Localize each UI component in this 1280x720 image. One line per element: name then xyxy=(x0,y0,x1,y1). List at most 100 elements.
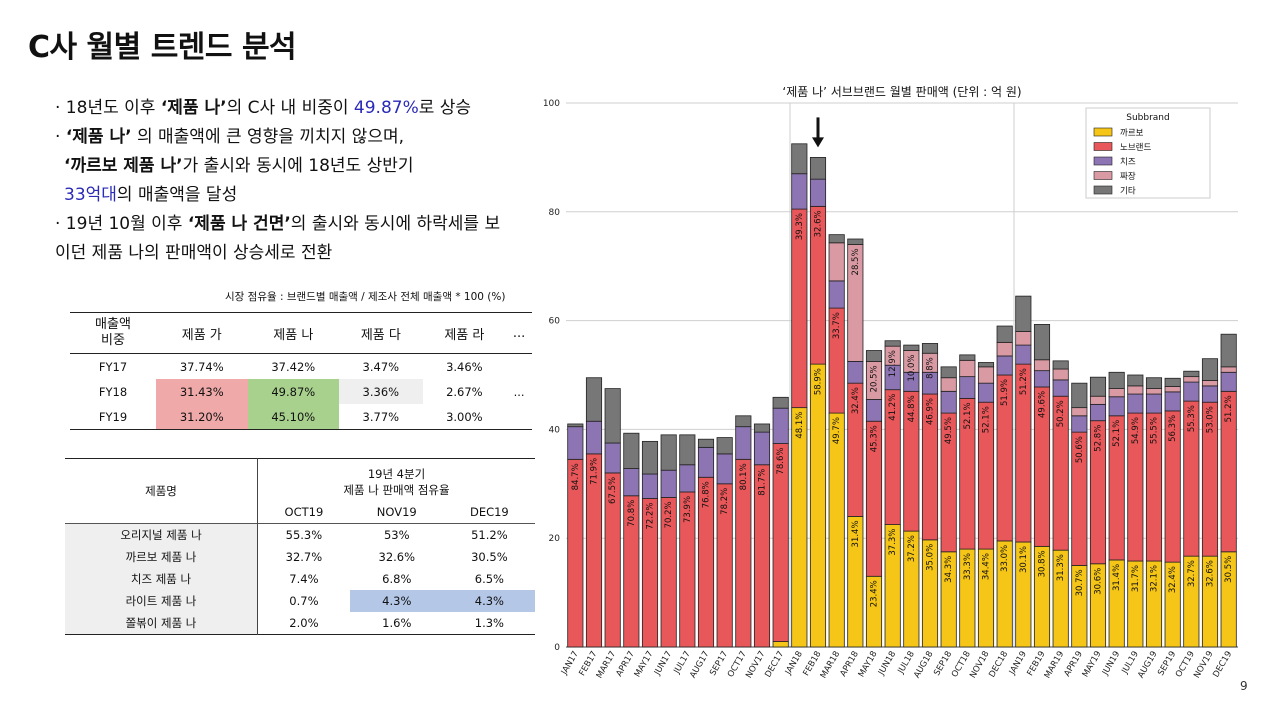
table-cell: 3.77% xyxy=(339,404,423,430)
group-subtitle: 제품 나 판매액 점유율 xyxy=(258,482,535,498)
bar-segment xyxy=(1016,296,1031,331)
bar-data-label: 52.1% xyxy=(982,406,992,433)
bar-segment xyxy=(1109,372,1124,388)
bar-data-label: 20.5% xyxy=(870,365,880,392)
legend-label: 기타 xyxy=(1120,187,1136,197)
y-tick-label: 0 xyxy=(554,643,560,653)
bar-segment xyxy=(1109,389,1124,397)
bar-segment xyxy=(829,243,844,281)
bar-segment xyxy=(941,367,956,378)
row-label: FY18 xyxy=(70,379,156,404)
bar-segment xyxy=(773,408,788,443)
corner-line: 매출액 xyxy=(70,317,156,333)
group-title: 19년 4분기 xyxy=(258,466,535,482)
bullet-3-cont: 이던 제품 나의 판매액이 상승세로 전환 xyxy=(55,239,500,268)
page-number: 9 xyxy=(1240,679,1248,693)
bar-segment xyxy=(1221,334,1236,367)
legend-title: Subbrand xyxy=(1126,113,1169,123)
bar-data-label: 34.4% xyxy=(982,553,992,580)
bar-data-label: 37.2% xyxy=(907,535,917,562)
bar-data-label: 31.7% xyxy=(1131,565,1141,592)
bar-segment xyxy=(978,362,993,366)
bar-segment xyxy=(810,179,825,206)
y-tick-label: 40 xyxy=(549,425,561,435)
table-cell: 55.3% xyxy=(258,524,350,547)
bar-segment xyxy=(1072,416,1087,432)
table-header-row: 제품명 19년 4분기 제품 나 판매액 점유율 xyxy=(65,459,535,502)
table-cell xyxy=(506,354,532,380)
table-cell: 4.3% xyxy=(444,590,535,612)
bar-segment xyxy=(698,447,713,477)
bar-data-label: 35.0% xyxy=(926,544,936,571)
bar-segment xyxy=(736,427,751,460)
bullet-1: · 18년도 이후 ‘제품 나’의 C사 내 비중이 49.87%로 상승 xyxy=(55,94,500,123)
bar-segment xyxy=(1072,408,1087,416)
bar-segment xyxy=(1184,382,1199,401)
bar-segment xyxy=(1128,375,1143,386)
bar-segment xyxy=(792,408,807,647)
row-label: 치즈 제품 나 xyxy=(65,568,258,590)
bar-data-label: 78.2% xyxy=(720,488,730,515)
bullet-bold: ‘제품 나’ xyxy=(161,98,227,118)
bar-segment xyxy=(1034,371,1049,387)
bar-segment xyxy=(642,474,657,498)
bullet-2-cont2: 33억대의 매출액을 달성 xyxy=(55,181,500,210)
table-cell: 31.20% xyxy=(156,404,248,430)
x-tick-label: JUN18 xyxy=(876,650,898,678)
bar-data-label: 50.6% xyxy=(1075,436,1085,463)
bullet-text: · 19년 10월 이후 xyxy=(55,214,188,234)
bar-segment xyxy=(866,399,881,421)
bar-segment xyxy=(1146,378,1161,389)
bar-data-label: 44.8% xyxy=(907,395,917,422)
y-tick-label: 100 xyxy=(543,99,560,109)
bar-segment xyxy=(773,397,788,408)
bullet-highlight: 33억대 xyxy=(64,185,117,205)
bar-segment xyxy=(1053,380,1068,396)
bar-data-label: 80.1% xyxy=(739,463,749,490)
bar-segment xyxy=(1165,386,1180,391)
bar-data-label: 12.9% xyxy=(888,350,898,377)
bar-data-label: 39.3% xyxy=(795,213,805,240)
table-row: 치즈 제품 나 7.4% 6.8% 6.5% xyxy=(65,568,535,590)
bar-segment xyxy=(829,413,844,647)
bar-data-label: 52.1% xyxy=(1112,420,1122,447)
bar-data-label: 81.7% xyxy=(758,469,768,496)
bullet-2-cont: ‘까르보 제품 나’가 출시와 동시에 18년도 상반기 xyxy=(55,152,500,181)
bullet-text: 로 상승 xyxy=(419,98,471,118)
bar-segment xyxy=(1128,394,1143,413)
table-cell: 2.67% xyxy=(423,379,507,404)
table-row: FY19 31.20% 45.10% 3.77% 3.00% xyxy=(70,404,532,430)
summary-bullets: · 18년도 이후 ‘제품 나’의 C사 내 비중이 49.87%로 상승 · … xyxy=(55,94,500,268)
bar-data-label: 30.1% xyxy=(1019,546,1029,573)
x-tick-label: DEC17 xyxy=(763,650,786,680)
table-cell: 6.5% xyxy=(444,568,535,590)
bullet-3: · 19년 10월 이후 ‘제품 나 건면’의 출시와 동시에 하락세를 보 xyxy=(55,210,500,239)
bar-data-label: 53.0% xyxy=(1206,406,1216,433)
corner-line: 비중 xyxy=(70,333,156,349)
bar-segment xyxy=(810,157,825,179)
bar-segment xyxy=(1109,397,1124,416)
bar-data-label: 55.3% xyxy=(1187,405,1197,432)
bar-segment xyxy=(1090,377,1105,396)
bar-segment xyxy=(904,345,919,350)
table-cell: 37.42% xyxy=(248,354,340,380)
bar-data-label: 30.8% xyxy=(1038,550,1048,577)
table-cell: 1.6% xyxy=(350,612,444,635)
bar-segment xyxy=(661,470,676,497)
bar-data-label: 32.6% xyxy=(814,210,824,237)
y-tick-label: 60 xyxy=(549,317,561,327)
bullet-text: 이던 제품 나의 판매액이 상승세로 전환 xyxy=(55,243,332,263)
bar-segment xyxy=(1072,383,1087,407)
column-header: ... xyxy=(506,313,532,354)
bullet-text: · xyxy=(55,127,66,147)
bar-data-label: 58.9% xyxy=(814,368,824,395)
table-cell: 3.47% xyxy=(339,354,423,380)
market-share-table: 매출액 비중 제품 가 제품 나 제품 다 제품 라 ... FY17 37.7… xyxy=(70,312,532,430)
bullet-2: · ‘제품 나’ 의 매출액에 큰 영향을 끼치지 않으며, xyxy=(55,123,500,152)
legend-label: 까르보 xyxy=(1120,129,1144,139)
bar-data-label: 33.0% xyxy=(1000,545,1010,572)
bar-data-label: 28.5% xyxy=(851,248,861,275)
table-row: 까르보 제품 나 32.7% 32.6% 30.5% xyxy=(65,546,535,568)
subbrand-stacked-bar-chart: ‘제품 나’ 서브브랜드 월별 판매액 (단위 : 억 원)0204060801… xyxy=(536,80,1240,708)
x-tick-label: DEC19 xyxy=(1211,650,1234,680)
